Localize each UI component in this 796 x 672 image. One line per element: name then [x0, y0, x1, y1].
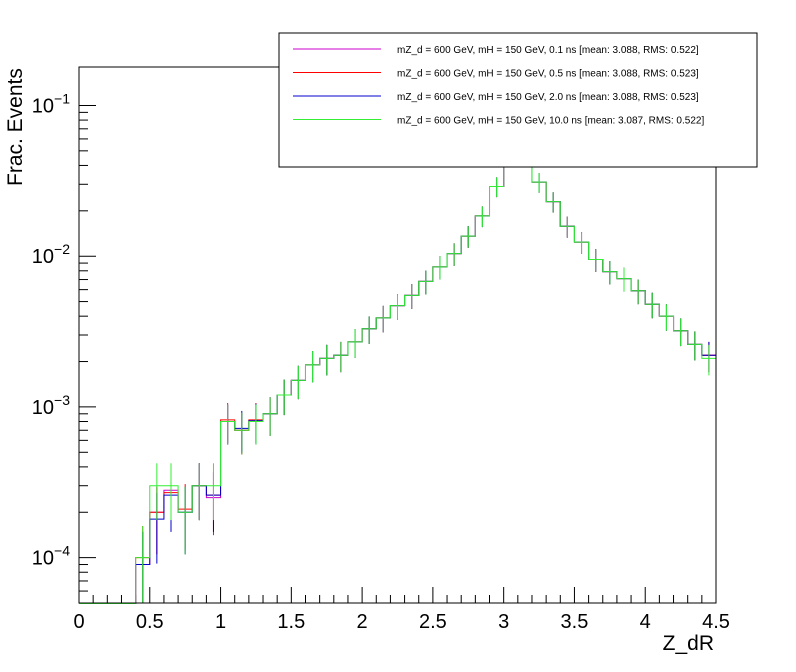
legend: mZ_d = 600 GeV, mH = 150 GeV, 0.1 ns [me…: [278, 32, 758, 168]
x-tick-label: 0: [73, 611, 84, 633]
legend-entry: mZ_d = 600 GeV, mH = 150 GeV, 10.0 ns [m…: [397, 116, 704, 127]
x-tick-label: 4.5: [702, 611, 730, 633]
y-tick-label: 10−2: [32, 241, 70, 268]
x-tick-label: 2: [357, 611, 368, 633]
x-axis-title: Z_dR: [663, 632, 714, 655]
legend-entry: mZ_d = 600 GeV, mH = 150 GeV, 0.5 ns [me…: [397, 69, 699, 80]
x-tick-label: 3.5: [561, 611, 589, 633]
y-axis-title: Frac. Events: [4, 68, 27, 186]
y-tick-label: 10−1: [32, 90, 70, 117]
axes: 0 0.5 1 1.5 2 2.5 3 3.5 4 4.5 10−4 10−3 10−2 10−1: [32, 90, 730, 633]
legend-entry: mZ_d = 600 GeV, mH = 150 GeV, 0.1 ns [me…: [397, 45, 699, 56]
y-tick-label: 10−4: [32, 543, 70, 570]
x-tick-label: 0.5: [136, 611, 164, 633]
series-line: [79, 147, 716, 604]
series-layer: [79, 139, 716, 604]
legend-entry: mZ_d = 600 GeV, mH = 150 GeV, 2.0 ns [me…: [397, 92, 699, 103]
series-3: [79, 139, 716, 604]
y-tick-label: 10−3: [32, 392, 70, 419]
x-tick-label: 1: [215, 611, 226, 633]
x-tick-label: 2.5: [419, 611, 447, 633]
x-tick-label: 4: [640, 611, 651, 633]
x-tick-label: 1.5: [277, 611, 305, 633]
x-tick-label: 3: [498, 611, 509, 633]
